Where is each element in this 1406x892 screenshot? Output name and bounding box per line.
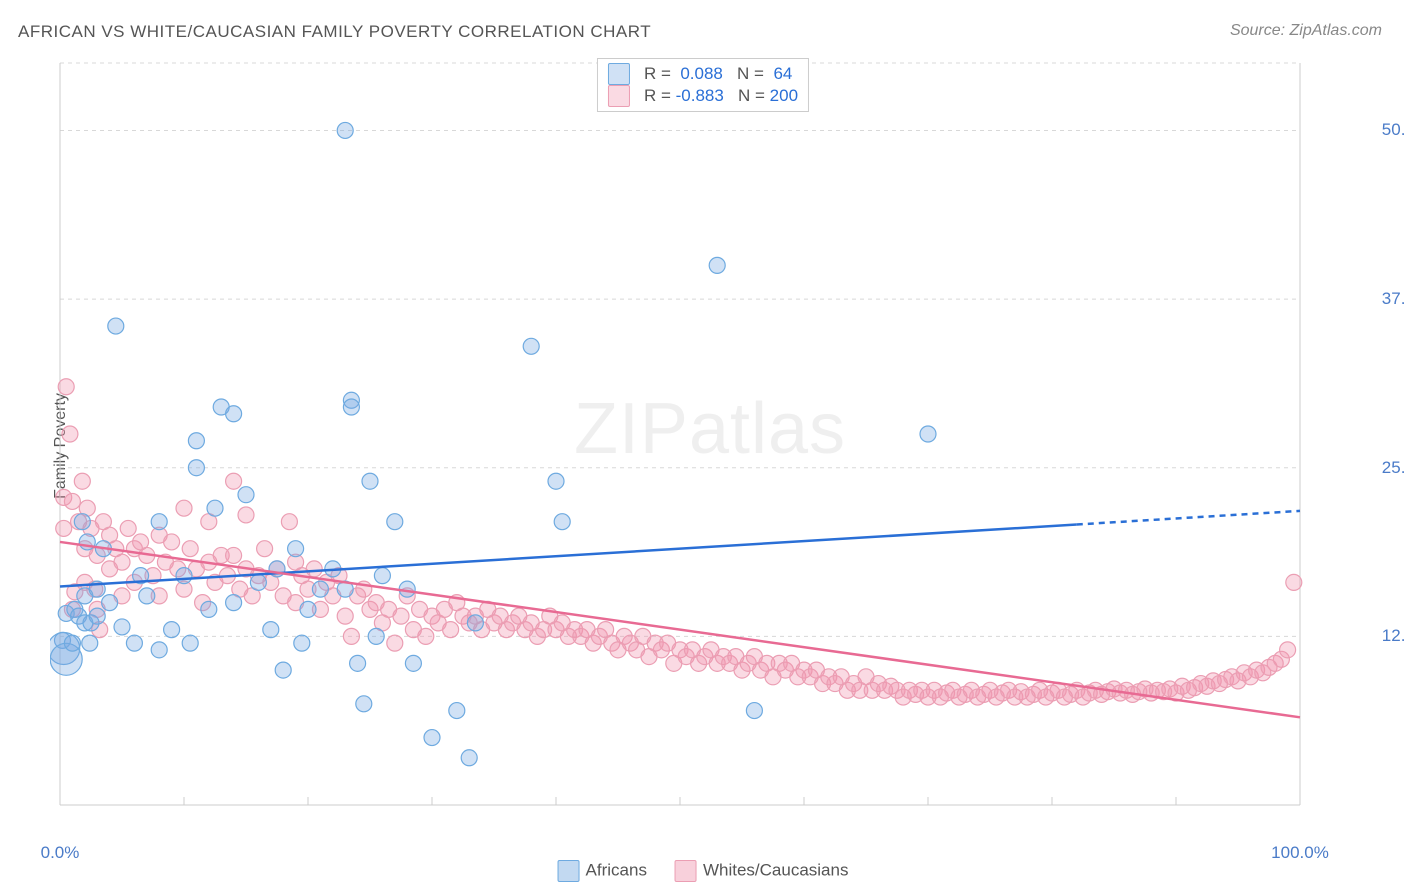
data-point bbox=[343, 628, 359, 644]
data-point bbox=[139, 588, 155, 604]
data-point bbox=[1286, 574, 1302, 590]
legend-item: Whites/Caucasians bbox=[675, 860, 849, 882]
chart-svg bbox=[50, 55, 1370, 835]
data-point bbox=[126, 635, 142, 651]
data-point bbox=[424, 730, 440, 746]
data-point bbox=[226, 547, 242, 563]
data-point bbox=[226, 595, 242, 611]
data-point bbox=[74, 514, 90, 530]
data-point bbox=[257, 541, 273, 557]
data-point bbox=[356, 696, 372, 712]
data-point bbox=[387, 635, 403, 651]
legend-swatch bbox=[675, 860, 697, 882]
data-point bbox=[182, 541, 198, 557]
data-point bbox=[418, 628, 434, 644]
data-point bbox=[405, 655, 421, 671]
data-point bbox=[362, 473, 378, 489]
data-point bbox=[226, 473, 242, 489]
x-tick-label: 100.0% bbox=[1271, 843, 1329, 863]
y-tick-label: 12.5% bbox=[1382, 626, 1406, 646]
data-point bbox=[151, 514, 167, 530]
data-point bbox=[74, 473, 90, 489]
x-tick-label: 0.0% bbox=[41, 843, 80, 863]
data-point bbox=[523, 338, 539, 354]
data-point bbox=[114, 554, 130, 570]
data-point bbox=[554, 514, 570, 530]
y-tick-label: 25.0% bbox=[1382, 458, 1406, 478]
data-point bbox=[188, 460, 204, 476]
data-point bbox=[207, 500, 223, 516]
data-point bbox=[281, 514, 297, 530]
data-point bbox=[300, 601, 316, 617]
data-point bbox=[337, 122, 353, 138]
plot-area: ZIPatlas 12.5%25.0%37.5%50.0% 0.0%100.0% bbox=[50, 55, 1370, 835]
chart-title: AFRICAN VS WHITE/CAUCASIAN FAMILY POVERT… bbox=[18, 22, 651, 42]
data-point bbox=[920, 426, 936, 442]
data-point bbox=[275, 662, 291, 678]
source-label: Source: ZipAtlas.com bbox=[1230, 22, 1382, 40]
data-point bbox=[1280, 642, 1296, 658]
data-point bbox=[461, 750, 477, 766]
legend-swatch bbox=[608, 63, 630, 85]
data-point bbox=[58, 379, 74, 395]
data-point bbox=[188, 433, 204, 449]
data-point bbox=[164, 622, 180, 638]
data-point bbox=[108, 318, 124, 334]
data-point bbox=[306, 561, 322, 577]
legend-row: R = 0.088 N = 64 bbox=[608, 63, 798, 85]
data-point bbox=[238, 487, 254, 503]
data-point bbox=[343, 399, 359, 415]
data-point bbox=[312, 581, 328, 597]
data-point bbox=[56, 520, 72, 536]
data-point bbox=[114, 619, 130, 635]
data-point bbox=[548, 473, 564, 489]
data-point bbox=[102, 595, 118, 611]
data-point bbox=[64, 493, 80, 509]
data-point bbox=[89, 608, 105, 624]
legend-row: R = -0.883 N = 200 bbox=[608, 85, 798, 107]
data-point bbox=[151, 642, 167, 658]
data-point bbox=[387, 514, 403, 530]
data-point bbox=[350, 655, 366, 671]
legend-swatch bbox=[558, 860, 580, 882]
data-point bbox=[201, 601, 217, 617]
data-point bbox=[374, 568, 390, 584]
data-point bbox=[250, 574, 266, 590]
data-point bbox=[288, 541, 304, 557]
data-point bbox=[746, 703, 762, 719]
data-point bbox=[62, 426, 78, 442]
data-point bbox=[176, 568, 192, 584]
data-point bbox=[294, 635, 310, 651]
y-tick-label: 37.5% bbox=[1382, 289, 1406, 309]
data-point bbox=[368, 628, 384, 644]
data-point bbox=[443, 622, 459, 638]
data-point bbox=[164, 534, 180, 550]
data-point bbox=[226, 406, 242, 422]
data-point bbox=[467, 615, 483, 631]
data-point bbox=[82, 635, 98, 651]
data-point bbox=[449, 703, 465, 719]
data-point bbox=[238, 507, 254, 523]
data-point bbox=[709, 257, 725, 273]
data-point bbox=[120, 520, 136, 536]
legend-swatch bbox=[608, 85, 630, 107]
correlation-legend: R = 0.088 N = 64R = -0.883 N = 200 bbox=[597, 58, 809, 112]
data-point bbox=[176, 500, 192, 516]
legend-item: Africans bbox=[558, 860, 647, 882]
data-point bbox=[337, 608, 353, 624]
data-point bbox=[393, 608, 409, 624]
data-point bbox=[64, 635, 80, 651]
series-legend: Africans Whites/Caucasians bbox=[558, 860, 849, 882]
data-point bbox=[182, 635, 198, 651]
y-tick-label: 50.0% bbox=[1382, 120, 1406, 140]
data-point bbox=[263, 622, 279, 638]
